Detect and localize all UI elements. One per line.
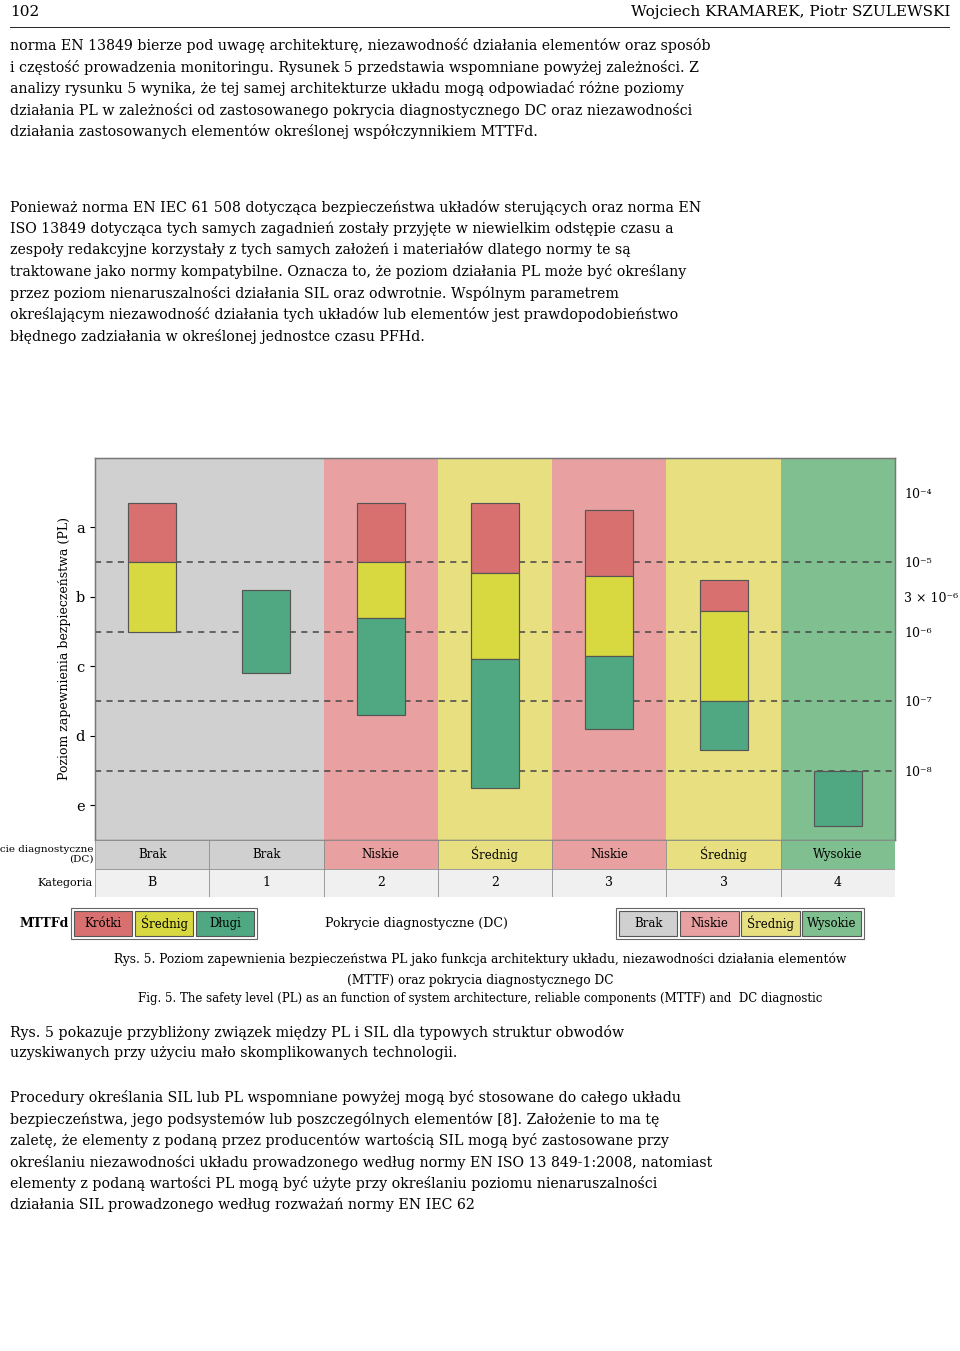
Y-axis label: Poziom zapewnienia bezpieczeństwa (PL): Poziom zapewnienia bezpieczeństwa (PL): [58, 517, 71, 781]
Bar: [803, 911, 861, 936]
Bar: [324, 458, 438, 840]
Bar: [780, 840, 895, 869]
Bar: [552, 840, 666, 869]
Text: Niskie: Niskie: [590, 847, 628, 861]
Bar: [666, 458, 780, 840]
Bar: [95, 458, 209, 840]
Bar: [700, 580, 748, 611]
Text: Średnig: Średnig: [700, 847, 747, 862]
Text: Średnig: Średnig: [747, 916, 794, 931]
Text: 102: 102: [10, 5, 39, 19]
Bar: [666, 840, 780, 869]
Bar: [74, 911, 132, 936]
Text: Długi: Długi: [209, 917, 241, 929]
Bar: [128, 562, 176, 632]
Bar: [196, 911, 254, 936]
Bar: [438, 869, 552, 897]
Bar: [209, 458, 324, 840]
Bar: [780, 458, 895, 840]
Text: B: B: [148, 877, 156, 889]
Bar: [324, 869, 438, 897]
Bar: [700, 611, 748, 701]
Bar: [814, 770, 862, 825]
Bar: [209, 840, 324, 869]
Bar: [586, 576, 634, 657]
Bar: [666, 869, 780, 897]
Text: Wojciech KRAMAREK, Piotr SZULEWSKI: Wojciech KRAMAREK, Piotr SZULEWSKI: [631, 5, 950, 19]
Bar: [324, 840, 438, 869]
Text: Niskie: Niskie: [690, 917, 729, 929]
Text: norma EN 13849 bierze pod uwagę architekturę, niezawodność działania elementów o: norma EN 13849 bierze pod uwagę architek…: [10, 38, 710, 139]
Bar: [681, 911, 738, 936]
Bar: [700, 701, 748, 750]
Text: Brak: Brak: [252, 847, 280, 861]
Bar: [619, 911, 678, 936]
Bar: [438, 840, 552, 869]
Bar: [71, 908, 257, 939]
Bar: [357, 503, 405, 562]
Text: Wysokie: Wysokie: [813, 847, 863, 861]
Text: Średnig: Średnig: [471, 847, 518, 862]
Text: Niskie: Niskie: [362, 847, 399, 861]
Bar: [209, 869, 324, 897]
Bar: [586, 511, 634, 576]
Text: (MTTF) oraz pokrycia diagnostycznego DC: (MTTF) oraz pokrycia diagnostycznego DC: [347, 974, 613, 988]
Bar: [95, 840, 209, 869]
Bar: [128, 503, 176, 562]
Bar: [243, 590, 291, 673]
Bar: [471, 659, 519, 788]
Text: 2: 2: [376, 877, 385, 889]
Text: MTTFd: MTTFd: [19, 917, 69, 929]
Text: Fig. 5. The safety level (PL) as an function of system architecture, reliable co: Fig. 5. The safety level (PL) as an func…: [138, 992, 822, 1005]
Text: Wysokie: Wysokie: [806, 917, 856, 929]
Text: Brak: Brak: [634, 917, 662, 929]
Text: Rys. 5 pokazuje przybliżony związek między PL i SIL dla typowych struktur obwodó: Rys. 5 pokazuje przybliżony związek międ…: [10, 1025, 624, 1061]
Text: 4: 4: [834, 877, 842, 889]
Text: Średnig: Średnig: [141, 916, 187, 931]
Bar: [357, 562, 405, 617]
Bar: [552, 869, 666, 897]
Text: Rys. 5. Poziom zapewnienia bezpieczeństwa PL jako funkcja architektury układu, n: Rys. 5. Poziom zapewnienia bezpieczeństw…: [114, 952, 846, 966]
Bar: [438, 458, 552, 840]
Text: 3: 3: [720, 877, 728, 889]
Text: Krótki: Krótki: [84, 917, 122, 929]
Text: Pokrycie diagnostyczne (DC): Pokrycie diagnostyczne (DC): [324, 917, 508, 929]
Bar: [135, 911, 193, 936]
Text: Procedury określania SIL lub PL wspomniane powyżej mogą być stosowane do całego : Procedury określania SIL lub PL wspomnia…: [10, 1090, 712, 1212]
Text: Ponieważ norma EN IEC 61 508 dotycząca bezpieczeństwa układów sterujących oraz n: Ponieważ norma EN IEC 61 508 dotycząca b…: [10, 200, 701, 343]
Text: 3: 3: [606, 877, 613, 889]
Text: Pokrycie diagnostyczne
(DC): Pokrycie diagnostyczne (DC): [0, 844, 93, 863]
Bar: [586, 657, 634, 730]
Bar: [471, 503, 519, 573]
Text: 2: 2: [492, 877, 499, 889]
Text: Kategoria: Kategoria: [37, 878, 93, 888]
Text: Brak: Brak: [138, 847, 166, 861]
Bar: [780, 869, 895, 897]
Bar: [616, 908, 864, 939]
Text: 1: 1: [262, 877, 271, 889]
Bar: [357, 617, 405, 715]
Bar: [95, 869, 209, 897]
Bar: [471, 573, 519, 659]
Bar: [552, 458, 666, 840]
Bar: [741, 911, 800, 936]
